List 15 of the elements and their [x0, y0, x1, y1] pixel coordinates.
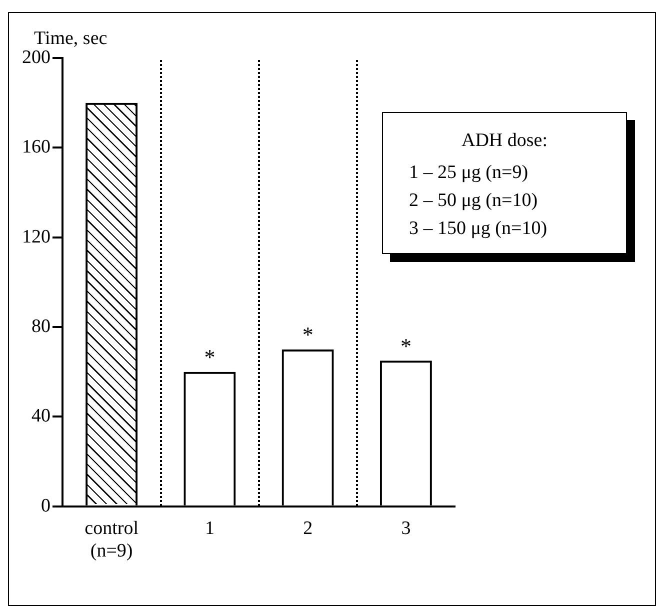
annotation: * — [204, 344, 216, 370]
x-tick-label: 1 — [204, 518, 214, 539]
y-tick-label: 0 — [41, 495, 50, 516]
annotation: 2 – 50 μg (n=10) — [408, 189, 539, 213]
x-tick-label: control (n=9) — [84, 518, 138, 562]
annotation: 1 – 25 μg (n=9) — [408, 161, 530, 185]
annotation: 3 – 150 μg (n=10) — [408, 217, 548, 241]
x-tick-label: 3 — [401, 518, 411, 539]
y-tick-label: 120 — [22, 226, 50, 248]
y-tick-label: 40 — [32, 406, 50, 427]
x-tick-label: 2 — [303, 518, 313, 539]
y-tick-label: 80 — [32, 316, 50, 338]
annotation: * — [302, 322, 314, 348]
annotation: * — [400, 333, 412, 358]
y-tick-label: 160 — [22, 136, 50, 158]
